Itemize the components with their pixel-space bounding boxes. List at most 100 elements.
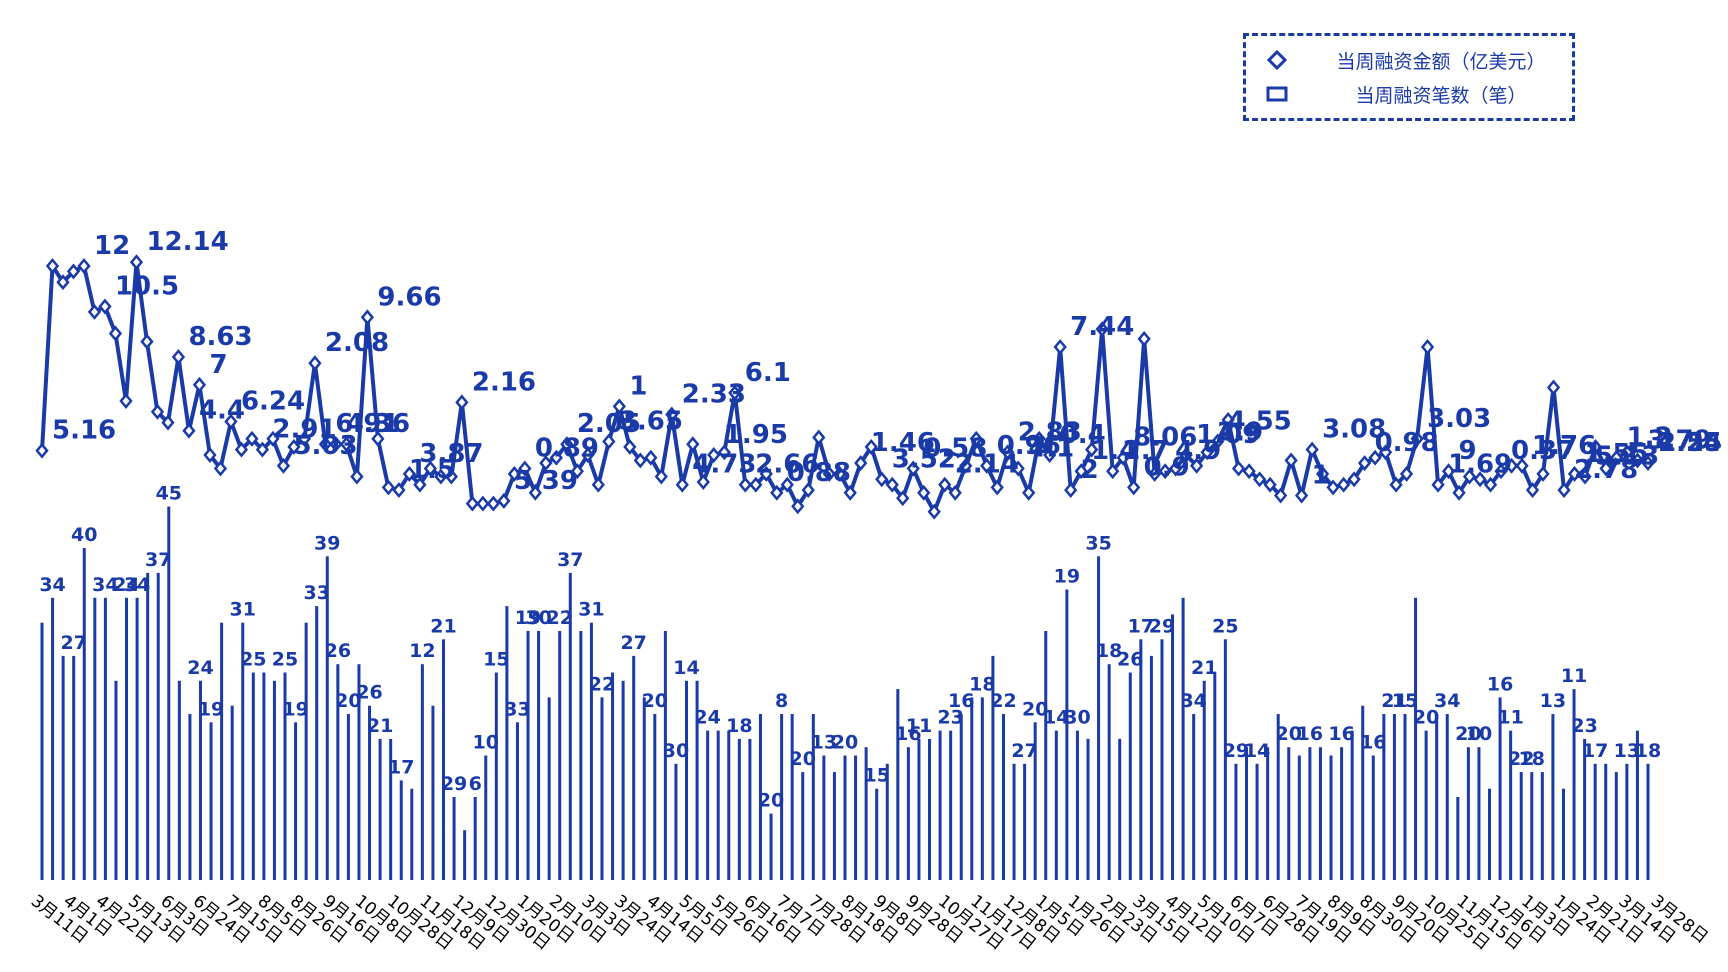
count-bar [811,714,815,880]
amount-label: 4.73 [692,450,756,480]
count-bar [442,639,445,880]
amount-point [917,484,931,501]
amount-point [1483,476,1498,493]
amount-point [266,430,280,447]
amount-label: 2.78 [1574,455,1638,485]
count-bar [1192,714,1196,880]
count-bar [547,697,551,880]
amount-point [812,429,826,446]
count-bar [294,722,298,880]
amount-label: 5.16 [52,416,116,446]
amount-point [308,355,322,372]
amount-point [581,447,595,463]
count-label: 14 [1043,707,1069,729]
amount-label: 4.55 [1228,407,1292,437]
count-bar [494,672,498,880]
amount-label: 3.52 [892,444,956,474]
count-bar [1371,755,1375,880]
count-label: 21 [1381,690,1407,712]
count-bar [420,664,424,880]
count-bar [1435,714,1439,880]
amount-point [1190,457,1204,474]
count-bar [484,755,488,880]
amount-labels: 5.161210.512.148.6374.46.242.915.032.086… [52,227,1722,496]
amount-point [476,495,490,512]
legend-label-amount: 当周融资金额（亿美元） [1336,50,1546,73]
amount-point [1326,479,1340,496]
count-bar [1297,755,1301,880]
amount-point [129,254,144,271]
amount-point [402,465,417,482]
count-bar [1139,639,1143,880]
amount-point [203,447,217,463]
amount-label: 2.08 [325,328,389,358]
legend: 当周融资金额（亿美元） 当周融资笔数（笔） [1243,33,1575,121]
count-label: 11 [906,715,932,737]
legend-label-count: 当周融资笔数（笔） [1355,84,1527,107]
amount-point [1127,479,1141,496]
count-label: 34 [124,574,150,596]
count-bar [1308,747,1312,880]
count-label: 31 [578,599,604,621]
amount-label: 4.1 [1028,434,1074,464]
amount-point [140,333,154,350]
count-label: 26 [325,640,351,662]
amount-point [339,436,354,453]
legend-item-count: 当周融资笔数（笔） [1246,80,1572,108]
count-bar [906,747,910,880]
count-label: 30 [525,607,551,629]
amount-point [528,484,542,501]
count-label: 26 [356,682,382,704]
count-bar [399,780,403,880]
count-bar [1266,747,1270,880]
count-bar [82,548,86,880]
count-bar [167,506,171,880]
amount-label: 2.16 [472,367,536,397]
count-bar [917,738,921,880]
amount-point [1546,379,1561,396]
amount-point [612,398,626,415]
count-bar [1329,755,1333,880]
count-bar [272,680,276,880]
count-label: 15 [1392,690,1418,712]
count-bar [1593,763,1597,880]
count-bar [378,738,382,880]
amount-label: 2.7 [1123,436,1169,466]
amount-point [1064,482,1078,499]
amount-point [1578,468,1592,485]
amount-point [1043,447,1057,463]
count-label: 29 [1223,740,1249,762]
amount-label: 1 [629,371,647,401]
count-label: 11 [1497,707,1523,729]
count-label: 14 [673,657,699,679]
count-bar [357,664,361,880]
amount-point [1641,455,1655,472]
amount-point [213,460,228,477]
count-label: 13 [811,732,837,754]
count-bar [727,730,731,880]
rectangle-icon [1266,83,1288,105]
amount-point [234,441,249,458]
amount-label: 1.24 [1658,428,1722,458]
count-label: 6 [469,773,482,795]
amount-point [749,476,763,493]
count-label: 20 [335,690,361,712]
count-bar [568,572,572,880]
count-bar [843,755,847,880]
amount-point [791,498,805,515]
count-bar [1583,738,1587,880]
amount-point [1347,471,1361,488]
count-bar [135,597,139,880]
count-label: 23 [1571,715,1597,737]
count-label: 24 [113,574,139,596]
amount-point [35,442,49,459]
amount-point [318,436,333,453]
count-bar [1614,772,1618,880]
count-bar [51,597,55,880]
count-label: 16 [1487,673,1513,695]
count-bar [1213,672,1217,880]
amount-label: 2.55 [1658,428,1722,458]
count-bar [346,714,350,880]
amount-point [591,476,605,493]
amount-label: 2.14 [955,450,1019,480]
